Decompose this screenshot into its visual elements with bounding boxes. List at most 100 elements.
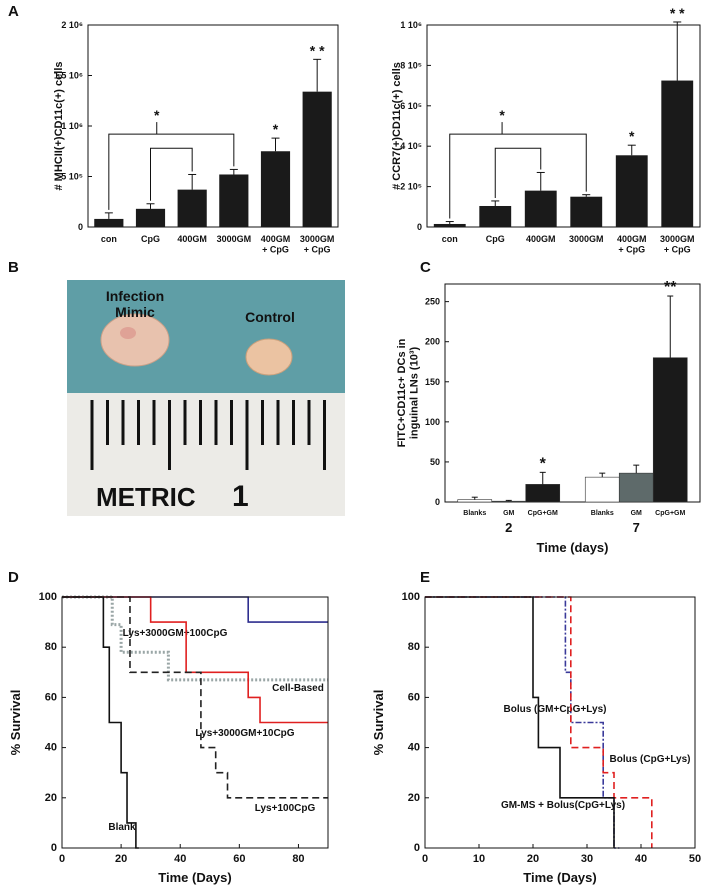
panel-letter: E: [420, 569, 430, 586]
significance-label: *: [154, 107, 160, 123]
y-axis-label: % Survival: [8, 690, 23, 756]
y-tick-label: 60: [45, 691, 57, 703]
significance-label: * *: [310, 42, 325, 58]
x-tick-label: GM: [503, 510, 514, 517]
bar: [584, 476, 620, 503]
series-label: Lys+100CpG: [255, 803, 316, 814]
significance-label: *: [273, 121, 279, 137]
x-tick-label: 60: [233, 853, 245, 865]
bar: [457, 499, 493, 503]
x-tick-label: 3000GM: [569, 234, 604, 244]
bar: [615, 155, 648, 227]
bar: [570, 196, 603, 227]
y-tick-label: 100: [402, 591, 420, 603]
bar: [491, 500, 527, 503]
significance-label: *: [499, 107, 505, 123]
photo-label: 1: [232, 480, 249, 513]
x-tick-label: 40: [174, 853, 186, 865]
x-tick-label: 3000GM + CpG: [300, 234, 335, 254]
y-tick-label: 0: [417, 222, 422, 232]
implant-spot: [120, 327, 136, 339]
y-tick-label: 20: [45, 792, 57, 804]
x-tick-label: 80: [292, 853, 304, 865]
x-tick-label: 30: [581, 853, 593, 865]
significance-label: * *: [670, 5, 685, 21]
y-tick-label: 100: [39, 591, 57, 603]
x-tick-label: 0: [59, 853, 65, 865]
y-tick-label: 40: [45, 742, 57, 754]
bar: [135, 208, 166, 227]
bar: [479, 205, 512, 227]
bar: [618, 472, 654, 503]
x-tick-label: CpG+GM: [528, 510, 558, 517]
x-tick-label: 400GM: [526, 234, 556, 244]
series-label: Lys+3000GM+100CpG: [123, 628, 228, 639]
implant: [245, 338, 293, 376]
survival-line: [425, 596, 615, 848]
x-tick-label: CpG+GM: [655, 510, 685, 517]
x-tick-label: Blanks: [463, 510, 486, 517]
y-axis-label: FITC+CD11c+ DCs ininguinal LNs (10³): [396, 338, 421, 447]
series-label: Blank: [108, 822, 136, 833]
y-tick-label: 8 10⁵: [400, 60, 422, 70]
series-label: Lys+3000GM+10CpG: [195, 728, 294, 739]
y-axis-label: % Survival: [371, 690, 386, 756]
implant: [100, 313, 170, 367]
group-label: 2: [505, 520, 512, 535]
x-tick-label: 20: [527, 853, 539, 865]
series-label: Bolus (GM+CpG+Lys): [504, 704, 607, 715]
bar: [302, 91, 332, 227]
plot-frame: [424, 596, 696, 849]
survival-line: [62, 596, 328, 799]
bar: [94, 218, 124, 227]
significance-label: **: [664, 279, 677, 296]
bar: [433, 223, 466, 227]
bar: [661, 80, 694, 227]
x-tick-label: 400GM + CpG: [261, 234, 291, 254]
x-tick-label: GM: [631, 510, 642, 517]
y-tick-label: 4 10⁵: [400, 141, 422, 151]
x-tick-label: con: [101, 234, 117, 244]
y-tick-label: 0: [78, 222, 83, 232]
plot-frame: [444, 283, 701, 503]
panel-letter: B: [8, 259, 19, 276]
series-label: GM-MS + Bolus(CpG+Lys): [501, 800, 625, 811]
plot-frame: [87, 24, 339, 228]
bar: [219, 174, 249, 227]
y-axis-label: # CCR7(+)CD11c(+) cells: [391, 62, 403, 190]
bar: [652, 357, 688, 503]
y-axis-label: # MHCII(+)CD11c(+) cells: [53, 62, 65, 191]
y-tick-label: 2 10⁶: [61, 20, 83, 30]
y-tick-label: 2 10⁵: [400, 182, 422, 192]
bracket: [449, 133, 587, 219]
y-tick-label: 80: [408, 641, 420, 653]
ruler: [67, 393, 345, 516]
x-tick-label: CpG: [486, 234, 505, 244]
x-axis-label: Time (days): [536, 540, 608, 555]
x-tick-label: 400GM: [177, 234, 207, 244]
x-tick-label: Blanks: [591, 510, 614, 517]
y-tick-label: 1 10⁶: [400, 20, 422, 30]
series-label: Cell-Based: [272, 683, 324, 694]
photo-label: METRIC: [96, 482, 196, 512]
y-tick-label: 100: [425, 417, 440, 427]
significance-label: *: [629, 128, 635, 144]
y-tick-label: 0: [435, 497, 440, 507]
significance-label: *: [540, 455, 547, 472]
y-tick-label: 80: [45, 641, 57, 653]
bracket: [494, 147, 542, 198]
group-label: 7: [633, 520, 640, 535]
panel-letter: D: [8, 569, 19, 586]
y-tick-label: 0: [51, 842, 57, 854]
survival-line: [62, 596, 139, 849]
x-tick-label: 20: [115, 853, 127, 865]
y-tick-label: 6 10⁵: [400, 101, 422, 111]
x-axis-label: Time (Days): [523, 870, 596, 885]
bar: [260, 151, 291, 227]
y-tick-label: 50: [430, 457, 440, 467]
x-tick-label: 3000GM + CpG: [660, 234, 695, 254]
bar: [177, 189, 207, 227]
photo-label: Infection Mimic: [106, 288, 164, 320]
panel-letter: C: [420, 259, 431, 276]
